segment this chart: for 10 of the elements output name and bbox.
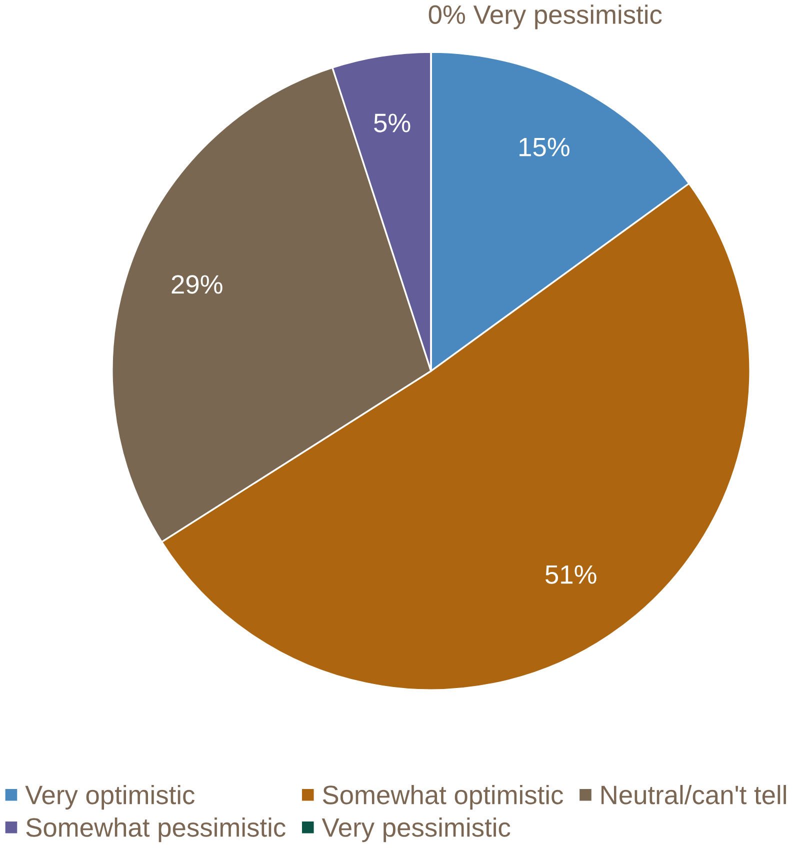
legend-label: Very pessimistic — [322, 817, 510, 842]
legend-label: Somewhat optimistic — [322, 784, 564, 810]
legend-label: Somewhat pessimistic — [26, 817, 286, 842]
data-label: 51% — [546, 565, 596, 584]
text: 0% Very pessimistic — [428, 4, 662, 30]
data-label: 29% — [172, 275, 222, 294]
data-label: 15% — [520, 138, 570, 156]
legend-label: Very optimistic — [25, 784, 194, 810]
legend-label: Neutral/can't tell — [602, 784, 786, 804]
data-label: 5% — [374, 114, 410, 132]
